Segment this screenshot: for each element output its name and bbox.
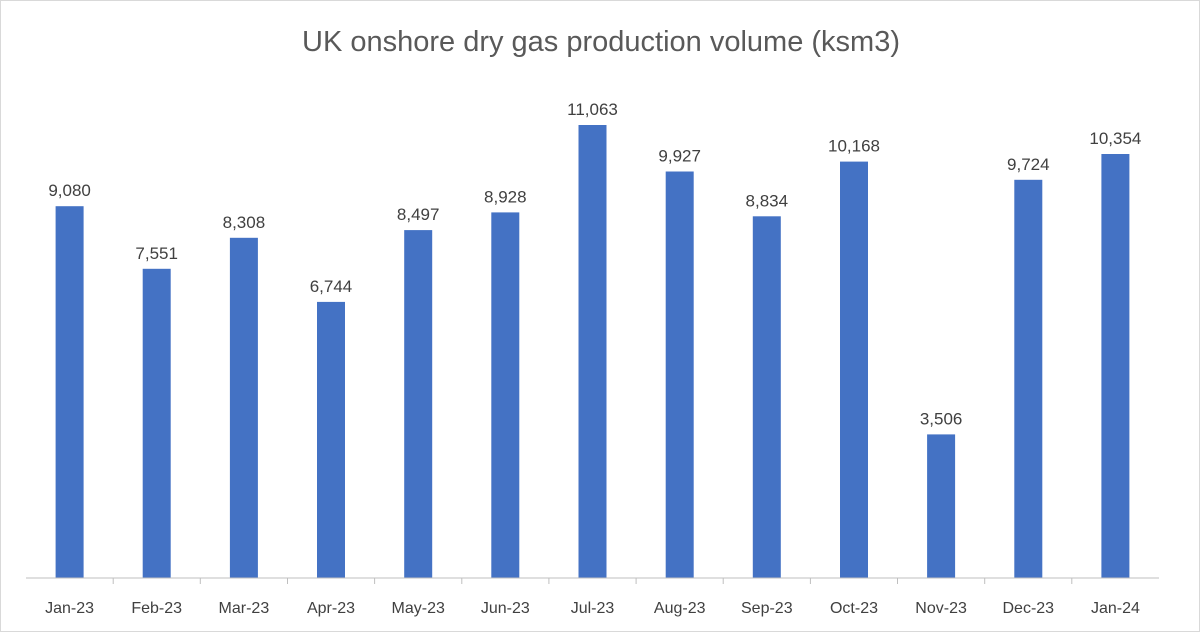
data-label-jul-23: 11,063: [567, 100, 618, 119]
x-tick-label-oct-23: Oct-23: [830, 600, 878, 617]
x-tick-label-jan-24: Jan-24: [1091, 600, 1140, 617]
bar-jan-24: [1101, 154, 1130, 578]
bar-group: [55, 125, 1130, 579]
bar-dec-23: [1014, 179, 1043, 579]
data-label-dec-23: 9,724: [1007, 155, 1050, 174]
data-label-group: 9,080 7,551 8,308 6,744 8,497 8,928 11,063 9,92…: [48, 100, 1141, 428]
x-tick-label-sep-23: Sep-23: [741, 600, 793, 617]
bar-nov-23: [927, 434, 956, 578]
bar-may-23: [404, 230, 433, 578]
data-label-feb-23: 7,551: [135, 244, 178, 263]
data-label-nov-23: 3,506: [920, 409, 963, 428]
x-tick-label-dec-23: Dec-23: [1003, 600, 1055, 617]
bar-oct-23: [840, 161, 868, 578]
x-tick-label-feb-23: Feb-23: [131, 600, 182, 617]
x-tick-label-aug-23: Aug-23: [654, 600, 706, 617]
data-label-apr-23: 6,744: [310, 277, 353, 296]
data-label-oct-23: 10,168: [828, 137, 880, 156]
bar-sep-23: [752, 216, 781, 579]
data-label-sep-23: 8,834: [746, 191, 789, 210]
x-tick-label-nov-23: Nov-23: [915, 600, 967, 617]
bar-apr-23: [317, 301, 345, 578]
x-tick-label-apr-23: Apr-23: [307, 600, 355, 617]
x-axis: Jan-23 Feb-23 Mar-23 Apr-23 May-23 Jun-23 Jul-…: [26, 577, 1159, 617]
chart-title: UK onshore dry gas production volume (ks…: [302, 26, 900, 58]
bar-jun-23: [491, 212, 520, 578]
data-label-jan-23: 9,080: [48, 181, 91, 200]
x-tick-label-jun-23: Jun-23: [481, 600, 530, 617]
data-label-jan-24: 10,354: [1089, 129, 1141, 148]
data-label-jun-23: 8,928: [484, 187, 527, 206]
x-tick-label-may-23: May-23: [392, 600, 445, 617]
data-label-mar-23: 8,308: [223, 213, 266, 232]
x-tick-label-jan-23: Jan-23: [45, 600, 94, 617]
data-label-may-23: 8,497: [397, 205, 440, 224]
bar-feb-23: [142, 268, 171, 578]
bar-jul-23: [578, 125, 607, 578]
x-tick-label-mar-23: Mar-23: [219, 600, 270, 617]
bar-jan-23: [55, 206, 84, 578]
bar-mar-23: [229, 237, 258, 579]
x-tick-label-jul-23: Jul-23: [571, 600, 615, 617]
data-label-aug-23: 9,927: [658, 147, 701, 166]
bar-aug-23: [665, 171, 694, 578]
